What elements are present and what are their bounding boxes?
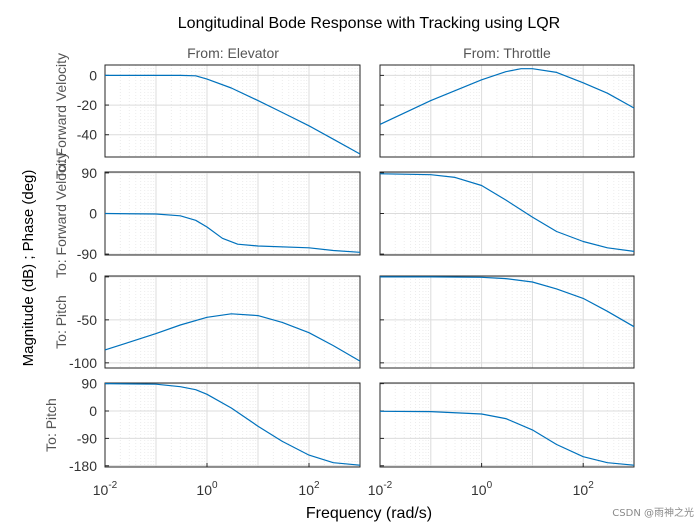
series-line-4	[104, 313, 361, 362]
y-tick-label: 0	[89, 269, 97, 285]
plot-area-r3-c1	[380, 383, 634, 467]
subplot-grid: 0 -20 -40 90 0 -90 0 -50 -100 90 0 -90 -180 10-2 100 10…	[69, 64, 635, 498]
y-tick-label: 0	[89, 403, 97, 419]
y-tick-label: -40	[77, 127, 97, 143]
y-tick-label: -180	[69, 458, 97, 474]
chart-title: Longitudinal Bode Response with Tracking…	[178, 15, 560, 32]
y-tick-label: 0	[89, 206, 97, 222]
y-tick-label: 0	[89, 67, 97, 83]
axes-frame-r3-c0	[104, 382, 361, 468]
row-label-forward-velocity-mag: To: Forward Velocity	[53, 53, 69, 179]
x-axis-label: Frequency (rad/s)	[306, 505, 432, 522]
column-title-throttle: From: Throttle	[463, 45, 551, 61]
series-line-2	[104, 212, 361, 253]
series-line-6	[104, 383, 361, 466]
row-label-pitch-mag: To: Pitch	[53, 295, 69, 349]
series-line-1	[379, 68, 635, 125]
series-line-5	[380, 276, 635, 328]
x-tick-label: 100	[196, 480, 218, 498]
x-tick-label: 102	[298, 480, 320, 498]
x-tick-label: 10-2	[368, 480, 393, 498]
y-tick-label: -90	[77, 430, 97, 446]
y-tick-label: -90	[77, 246, 97, 262]
column-title-elevator: From: Elevator	[187, 45, 279, 61]
plot-area-r2-c0	[105, 276, 360, 368]
watermark: CSDN @雨神之光	[612, 506, 694, 519]
series-line-0	[105, 74, 361, 155]
plot-area-r3-c0	[105, 383, 360, 467]
row-label-pitch-phase: To: Pitch	[43, 398, 59, 452]
plot-area-r0-c0	[105, 65, 360, 157]
series-line-3	[379, 173, 635, 252]
x-tick-label: 100	[471, 480, 493, 498]
axes-frame-r2-c1	[379, 275, 635, 369]
y-tick-label: 90	[81, 165, 97, 181]
y-tick-label: -50	[77, 312, 97, 328]
axes-frame-r1-c1	[379, 171, 635, 256]
y-axis-label: Magnitude (dB) ; Phase (deg)	[20, 170, 37, 367]
y-tick-label: -20	[77, 97, 97, 113]
plot-area-r2-c1	[380, 276, 634, 368]
x-tick-label: 102	[573, 480, 595, 498]
axes-frame-r2-c0	[104, 275, 361, 369]
axes-frame-r3-c1	[379, 382, 635, 468]
series-line-7	[379, 410, 635, 466]
plot-area-r0-c1	[380, 65, 634, 157]
y-tick-label: 90	[81, 376, 97, 392]
x-tick-label: 10-2	[93, 480, 118, 498]
row-label-forward-velocity-phase: To: Forward Velocity	[53, 152, 69, 278]
axes-frame-r0-c1	[379, 64, 635, 158]
y-tick-label: -100	[69, 355, 97, 371]
axes-frame-r0-c0	[104, 64, 361, 158]
